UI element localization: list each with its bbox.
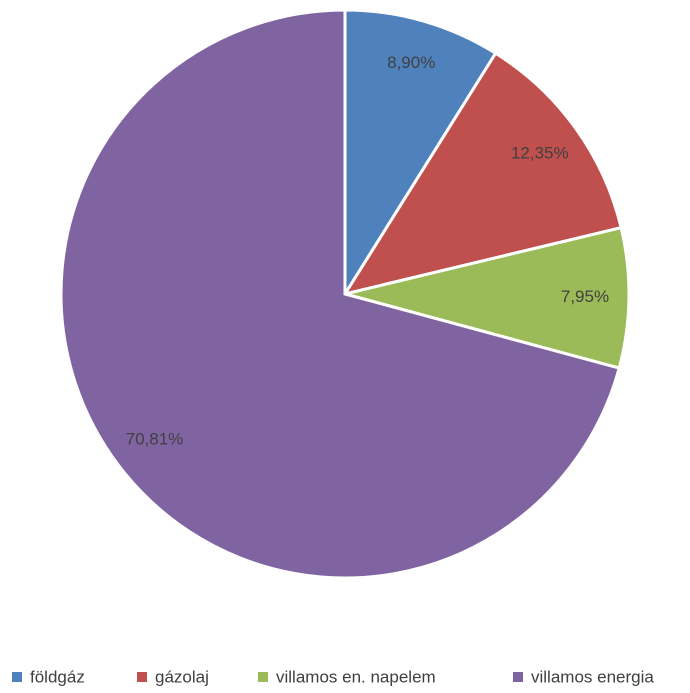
legend-swatch	[513, 672, 523, 682]
pie-slice	[59, 8, 622, 580]
data-label: 8,90%	[387, 53, 435, 72]
pie-slice	[344, 225, 631, 370]
legend-label: villamos en. napelem	[276, 667, 436, 686]
data-label: 7,95%	[561, 287, 609, 306]
pie-slice	[341, 51, 623, 297]
legend-swatch	[137, 672, 147, 682]
legend-label: villamos energia	[531, 667, 654, 686]
legend-swatch	[12, 672, 22, 682]
legend-swatch	[258, 672, 268, 682]
legend-label: gázolaj	[155, 667, 209, 686]
legend-label: földgáz	[30, 667, 85, 686]
data-label: 12,35%	[511, 143, 569, 162]
data-label: 70,81%	[126, 429, 184, 448]
pie-slice	[343, 8, 498, 300]
